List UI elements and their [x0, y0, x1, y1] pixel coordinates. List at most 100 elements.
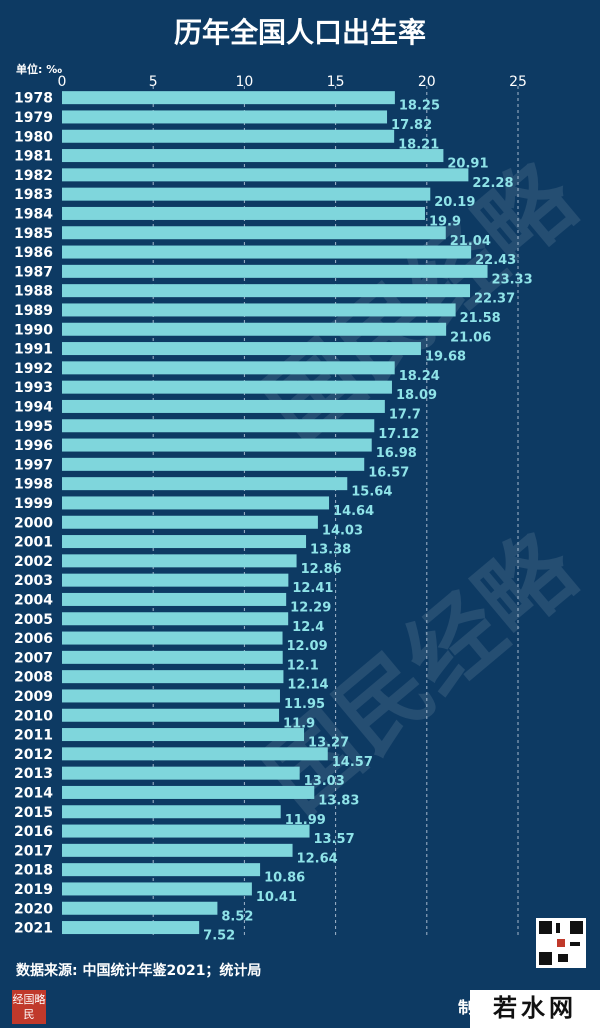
category-label: 1979: [14, 110, 53, 126]
category-label: 2000: [14, 515, 53, 531]
data-label: 22.37: [474, 292, 515, 307]
bar: [62, 168, 469, 182]
x-tick-label: 0: [58, 74, 67, 90]
category-label: 1996: [14, 438, 53, 454]
data-label: 7.52: [203, 929, 235, 944]
brand-logo: 经国略民: [12, 990, 46, 1024]
bar: [62, 535, 307, 549]
bar: [62, 921, 200, 935]
data-label: 8.52: [221, 909, 253, 924]
data-label: 13.03: [304, 774, 345, 789]
category-label: 2006: [14, 631, 53, 647]
x-axis-ticks: 0 5 10 15 20 25: [58, 74, 527, 90]
x-tick-label: 20: [418, 74, 436, 90]
data-label: 10.86: [264, 871, 305, 886]
bar: [62, 785, 315, 799]
bar: [62, 419, 375, 433]
bar: [62, 149, 444, 163]
category-label: 2002: [14, 554, 53, 570]
data-label: 23.33: [492, 272, 533, 287]
category-label: 1997: [14, 457, 53, 473]
data-label: 13.83: [318, 793, 359, 808]
bar: [62, 554, 297, 568]
data-label: 14.64: [333, 504, 374, 519]
data-label: 14.57: [332, 755, 373, 770]
data-label: 13.38: [310, 543, 351, 558]
data-label: 12.64: [297, 851, 338, 866]
bar: [62, 766, 300, 780]
x-tick-label: 5: [149, 74, 158, 90]
category-label: 1995: [14, 419, 53, 435]
category-label: 2011: [14, 728, 53, 744]
bar: [62, 573, 289, 587]
x-tick-label: 15: [327, 74, 345, 90]
data-label: 12.29: [290, 600, 331, 615]
bar: [62, 631, 283, 645]
qr-code-icon[interactable]: [536, 918, 586, 968]
bar: [62, 91, 395, 105]
data-label: 12.41: [292, 581, 333, 596]
category-label: 1988: [14, 284, 53, 300]
category-label: 1989: [14, 303, 53, 319]
category-label: 1985: [14, 226, 53, 242]
data-label: 14.03: [322, 523, 363, 538]
category-label: 1991: [14, 342, 53, 358]
category-label: 2003: [14, 573, 53, 589]
data-label: 10.41: [256, 890, 297, 905]
data-label: 19.9: [429, 214, 461, 229]
category-label: 1999: [14, 496, 53, 512]
category-label: 1981: [14, 149, 53, 165]
bar: [62, 477, 348, 491]
category-label: 1980: [14, 129, 53, 145]
category-label: 2012: [14, 747, 53, 763]
bar: [62, 650, 283, 664]
bar: [62, 901, 218, 915]
data-label: 11.9: [283, 716, 315, 731]
bar: [62, 708, 280, 722]
category-label: 1990: [14, 322, 53, 338]
data-label: 12.1: [287, 658, 319, 673]
category-label: 1978: [14, 91, 53, 107]
category-label: 2004: [14, 592, 53, 608]
category-label: 1987: [14, 264, 53, 280]
category-label: 2020: [14, 901, 53, 917]
bar: [62, 264, 488, 278]
bar: [62, 380, 392, 394]
category-label: 1992: [14, 361, 53, 377]
data-label: 11.95: [284, 697, 325, 712]
data-label: 19.68: [425, 350, 466, 365]
category-label: 1982: [14, 168, 53, 184]
data-label: 22.28: [472, 176, 513, 191]
bar: [62, 284, 471, 298]
data-label: 18.21: [398, 137, 439, 152]
category-label: 1986: [14, 245, 53, 261]
bar: [62, 206, 425, 220]
bar: [62, 438, 372, 452]
category-label: 2009: [14, 689, 53, 705]
unit-label: 单位: ‰: [16, 62, 62, 76]
bar: [62, 496, 330, 510]
data-label: 12.86: [301, 562, 342, 577]
data-label: 17.7: [389, 407, 421, 422]
bars: 1978 18.25 1979 17.82 1980 18.21 1981 20.91 1982…: [14, 91, 533, 944]
category-label: 2014: [14, 785, 53, 801]
category-label: 1994: [14, 399, 53, 415]
data-label: 12.4: [292, 620, 324, 635]
bar: [62, 129, 395, 143]
bar: [62, 399, 385, 413]
category-label: 2007: [14, 650, 53, 666]
data-label: 11.99: [285, 813, 326, 828]
data-label: 15.64: [351, 485, 392, 500]
category-label: 2016: [14, 824, 53, 840]
x-tick-label: 25: [509, 74, 527, 90]
data-label: 21.06: [450, 330, 491, 345]
category-label: 2018: [14, 863, 53, 879]
category-label: 2019: [14, 882, 53, 898]
category-label: 1984: [14, 206, 53, 222]
bar: [62, 863, 261, 877]
data-label: 18.25: [399, 99, 440, 114]
category-label: 2008: [14, 670, 53, 686]
data-label: 20.91: [447, 157, 488, 172]
bar: [62, 843, 293, 857]
